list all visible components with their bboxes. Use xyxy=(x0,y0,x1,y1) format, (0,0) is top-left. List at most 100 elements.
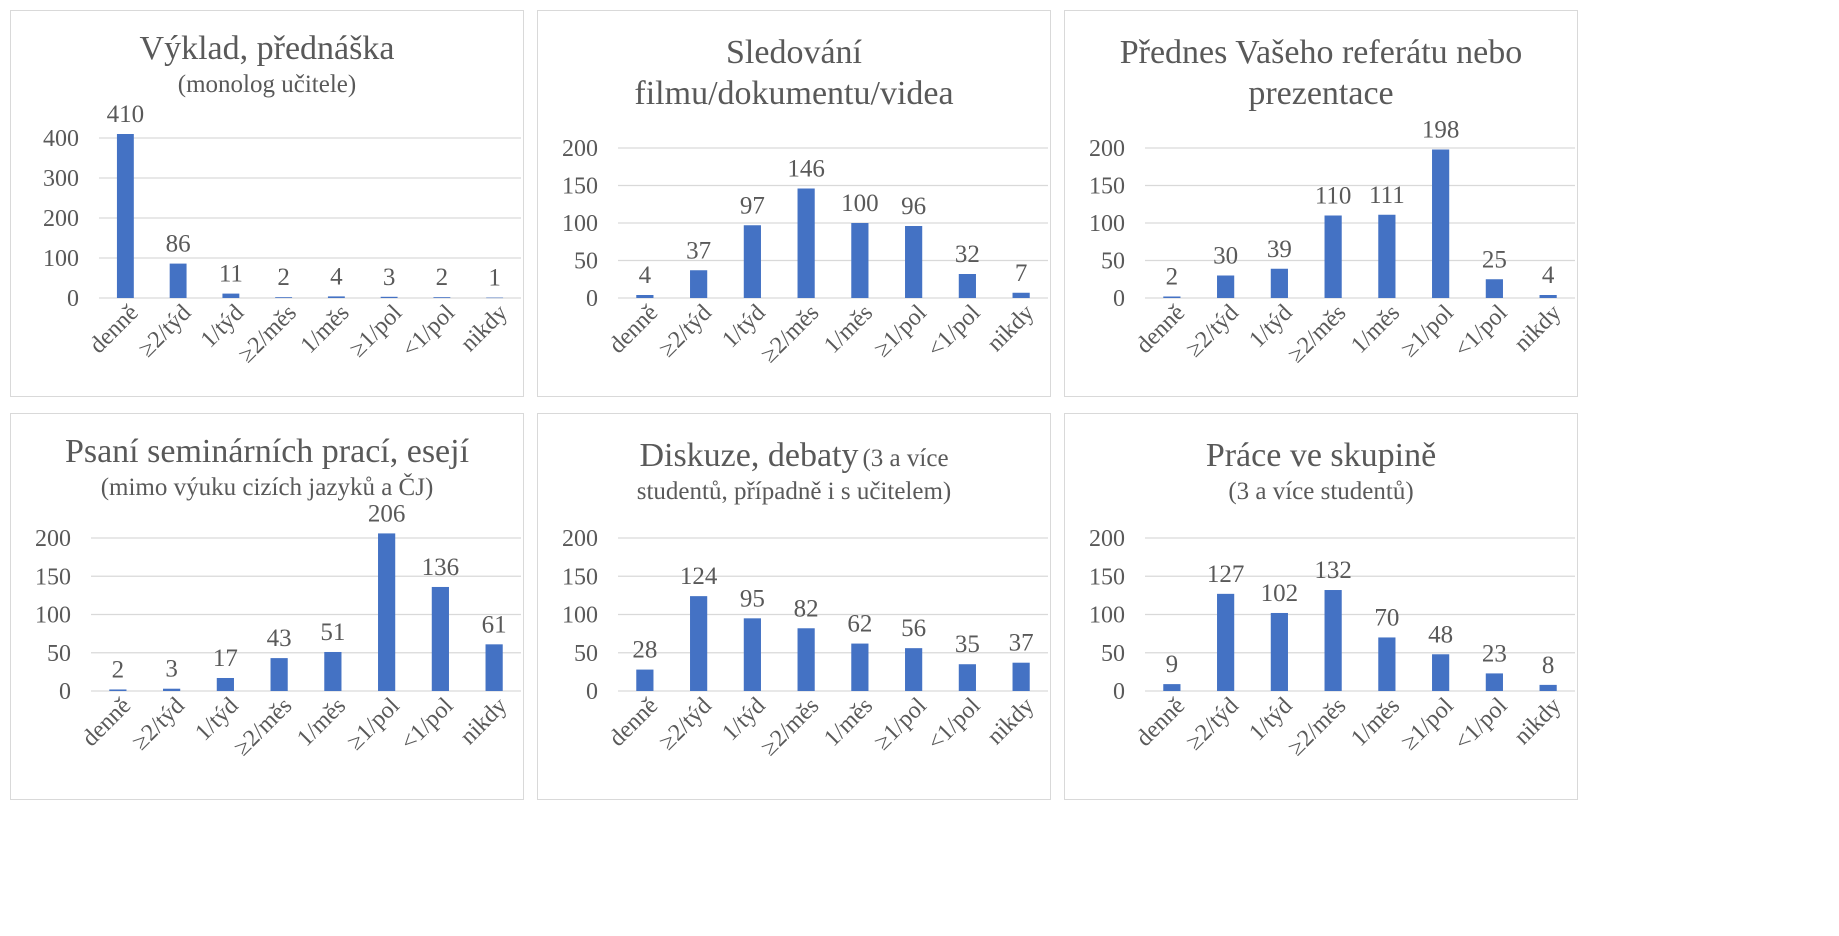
bar xyxy=(324,651,342,691)
x-tick-label: <1/pol xyxy=(397,300,460,363)
bar xyxy=(1163,684,1181,691)
x-tick-label: 1/měs xyxy=(1346,300,1405,359)
y-tick-label: 0 xyxy=(586,286,598,312)
y-tick-label: 400 xyxy=(43,126,79,152)
data-label: 39 xyxy=(1267,236,1292,263)
data-label: 410 xyxy=(107,101,145,128)
chart-title-line2: filmu/dokumentu/videa xyxy=(634,74,954,112)
chart-title-main: Diskuze, debaty xyxy=(639,437,859,474)
bar xyxy=(958,274,976,298)
chart-title-line1: Přednes Vašeho referátu nebo xyxy=(1119,34,1523,71)
chart-panel-psani: Psaní seminárních prací, esejí (mimo výu… xyxy=(10,413,524,800)
x-tick-label: denně xyxy=(1131,300,1190,359)
y-tick-label: 100 xyxy=(562,603,598,629)
y-tick-label: 100 xyxy=(562,211,598,237)
chart-title-row: Diskuze, debaty (3 a více xyxy=(538,436,1050,477)
data-label: 2 xyxy=(277,264,290,291)
data-label: 25 xyxy=(1482,246,1507,273)
bar xyxy=(743,618,761,691)
data-label: 70 xyxy=(1374,604,1399,631)
x-tick-label: ≥1/pol xyxy=(869,693,932,756)
y-tick-label: 200 xyxy=(1089,136,1125,162)
x-tick-label: ≥1/pol xyxy=(869,300,932,363)
x-tick-label: ≥1/pol xyxy=(1396,693,1459,756)
chart-title-main: Výklad, přednáška xyxy=(139,30,395,67)
x-tick-label: 1/měs xyxy=(819,693,878,752)
chart-title-note: (3 a více xyxy=(862,445,949,472)
data-label: 32 xyxy=(955,241,980,268)
y-tick-label: 50 xyxy=(574,249,598,275)
data-label: 3 xyxy=(165,656,178,683)
x-tick-label: <1/pol xyxy=(923,693,986,756)
chart-subtitle: (monolog učitele) xyxy=(177,70,357,98)
y-tick-label: 0 xyxy=(1113,679,1125,705)
x-tick-label: denně xyxy=(85,300,144,359)
y-tick-label: 0 xyxy=(59,679,71,705)
data-label: 28 xyxy=(632,637,657,664)
chart-title: Psaní seminárních prací, esejí (mimo výu… xyxy=(11,432,523,503)
x-tick-label: ≥2/týd xyxy=(127,693,190,756)
bar xyxy=(905,226,923,298)
chart-title: Sledování filmu/dokumentu/videa xyxy=(538,33,1050,115)
data-label: 198 xyxy=(1422,117,1460,144)
data-label: 43 xyxy=(267,625,292,652)
y-tick-label: 150 xyxy=(35,564,71,590)
bar xyxy=(1485,279,1503,298)
bar xyxy=(690,270,708,298)
chart-panel-prednes: Přednes Vašeho referátu nebo prezentace … xyxy=(1064,10,1578,397)
data-label: 51 xyxy=(320,619,345,646)
x-tick-label: ≥2/měs xyxy=(234,300,302,368)
chart-subtitle: studentů, případně i s učitelem) xyxy=(636,477,952,505)
bar-chart: 0100200300400410denně86≥2/týd111/týd2≥2/… xyxy=(43,101,521,368)
data-label: 11 xyxy=(219,261,243,288)
bar xyxy=(636,295,654,298)
data-label: 30 xyxy=(1213,243,1238,270)
y-tick-label: 150 xyxy=(1089,564,1125,590)
bar xyxy=(690,596,708,691)
x-tick-label: ≥2/měs xyxy=(756,300,824,368)
bar xyxy=(1432,654,1450,691)
x-tick-label: <1/pol xyxy=(1450,693,1513,756)
bar xyxy=(270,658,288,691)
y-tick-label: 200 xyxy=(562,136,598,162)
chart-subtitle: (3 a více studentů) xyxy=(1228,477,1414,505)
bar xyxy=(1012,292,1030,298)
x-tick-label: 1/měs xyxy=(292,693,351,752)
bar xyxy=(1270,612,1288,691)
bar-chart: 0501001502002denně3≥2/týd171/týd43≥2/měs… xyxy=(35,500,521,761)
bar-chart: 0501001502002denně30≥2/týd391/týd110≥2/m… xyxy=(1089,117,1575,368)
chart-title-main: Psaní seminárních prací, esejí xyxy=(64,433,470,470)
bar-chart: 05010015020028denně124≥2/týd951/týd82≥2/… xyxy=(562,526,1048,761)
data-label: 23 xyxy=(1482,640,1507,667)
x-tick-label: ≥2/týd xyxy=(1181,693,1244,756)
bar xyxy=(1217,275,1235,298)
bar xyxy=(486,297,504,299)
x-tick-label: nikdy xyxy=(1509,693,1566,750)
bar xyxy=(1012,662,1030,691)
bar xyxy=(1217,593,1235,691)
chart-title: Diskuze, debaty (3 a více studentů, příp… xyxy=(538,436,1050,507)
data-label: 86 xyxy=(166,231,191,258)
bar xyxy=(380,296,398,298)
x-tick-label: nikdy xyxy=(1509,300,1566,357)
data-label: 8 xyxy=(1542,652,1555,679)
bar xyxy=(851,643,869,691)
x-tick-label: ≥2/týd xyxy=(134,300,197,363)
y-tick-label: 50 xyxy=(1101,641,1125,667)
chart-subtitle: (mimo výuku cizích jazyků a ČJ) xyxy=(100,473,434,501)
data-label: 136 xyxy=(422,554,460,581)
data-label: 97 xyxy=(740,192,765,219)
y-tick-label: 100 xyxy=(43,246,79,272)
y-tick-label: 50 xyxy=(47,641,71,667)
bar xyxy=(797,628,815,691)
y-tick-label: 0 xyxy=(67,286,79,312)
data-label: 3 xyxy=(383,264,396,291)
bar xyxy=(109,689,127,691)
bar xyxy=(216,677,234,691)
chart-title-line1: Sledování xyxy=(726,34,862,71)
chart-title: Přednes Vašeho referátu nebo prezentace xyxy=(1065,33,1577,115)
bar xyxy=(851,223,869,298)
bar xyxy=(433,297,451,298)
data-label: 4 xyxy=(330,263,343,290)
y-tick-label: 150 xyxy=(1089,174,1125,200)
